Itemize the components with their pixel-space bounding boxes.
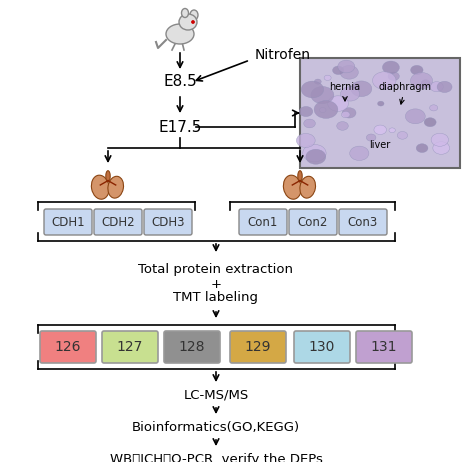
Text: Con2: Con2	[298, 215, 328, 229]
FancyBboxPatch shape	[44, 209, 92, 235]
FancyBboxPatch shape	[94, 209, 142, 235]
Ellipse shape	[424, 118, 436, 127]
Text: hernia: hernia	[329, 82, 361, 101]
FancyBboxPatch shape	[294, 331, 350, 363]
FancyBboxPatch shape	[102, 331, 158, 363]
FancyBboxPatch shape	[289, 209, 337, 235]
Ellipse shape	[306, 149, 326, 164]
Ellipse shape	[166, 24, 194, 44]
Ellipse shape	[304, 119, 315, 128]
Text: WB、ICH、Q-PCR  verify the DEPs: WB、ICH、Q-PCR verify the DEPs	[109, 452, 322, 462]
Text: Con3: Con3	[348, 215, 378, 229]
Text: Total protein extraction: Total protein extraction	[138, 262, 293, 275]
Ellipse shape	[296, 134, 315, 147]
Ellipse shape	[91, 175, 109, 199]
Ellipse shape	[314, 101, 338, 118]
Ellipse shape	[389, 128, 395, 133]
Ellipse shape	[108, 176, 124, 198]
Text: Con1: Con1	[248, 215, 278, 229]
Ellipse shape	[433, 142, 450, 154]
Ellipse shape	[311, 86, 334, 103]
Ellipse shape	[106, 170, 110, 182]
Ellipse shape	[378, 101, 384, 106]
Ellipse shape	[338, 60, 355, 73]
Text: Bioinformatics(GO,KEGG): Bioinformatics(GO,KEGG)	[132, 420, 300, 433]
Text: E17.5: E17.5	[158, 120, 202, 134]
Text: 130: 130	[309, 340, 335, 354]
Ellipse shape	[319, 108, 326, 113]
Text: Nitrofen: Nitrofen	[255, 48, 311, 62]
Ellipse shape	[373, 72, 396, 89]
Text: CDH2: CDH2	[101, 215, 135, 229]
Ellipse shape	[437, 81, 452, 92]
FancyBboxPatch shape	[339, 209, 387, 235]
Ellipse shape	[299, 106, 313, 116]
Ellipse shape	[388, 72, 400, 80]
Text: liver: liver	[369, 140, 391, 150]
Ellipse shape	[429, 105, 438, 111]
Ellipse shape	[351, 81, 372, 97]
Ellipse shape	[341, 111, 350, 118]
Ellipse shape	[430, 82, 443, 91]
Ellipse shape	[397, 132, 408, 139]
Ellipse shape	[324, 75, 331, 80]
Ellipse shape	[405, 109, 425, 124]
FancyBboxPatch shape	[164, 331, 220, 363]
Ellipse shape	[421, 79, 430, 87]
Ellipse shape	[333, 66, 344, 74]
Text: 127: 127	[117, 340, 143, 354]
Ellipse shape	[416, 144, 428, 152]
Ellipse shape	[314, 79, 321, 84]
Ellipse shape	[410, 73, 433, 89]
Text: 126: 126	[55, 340, 81, 354]
FancyBboxPatch shape	[239, 209, 287, 235]
Text: 128: 128	[179, 340, 205, 354]
FancyBboxPatch shape	[144, 209, 192, 235]
Ellipse shape	[328, 96, 348, 111]
Ellipse shape	[374, 125, 386, 134]
Ellipse shape	[340, 87, 360, 101]
FancyBboxPatch shape	[230, 331, 286, 363]
Text: CDH3: CDH3	[151, 215, 185, 229]
Ellipse shape	[300, 176, 316, 198]
Ellipse shape	[303, 145, 326, 162]
Ellipse shape	[410, 65, 423, 75]
Text: 129: 129	[245, 340, 271, 354]
FancyBboxPatch shape	[40, 331, 96, 363]
Text: LC-MS/MS: LC-MS/MS	[183, 389, 249, 401]
Bar	[300, 58, 460, 168]
FancyBboxPatch shape	[356, 331, 412, 363]
Text: TMT labeling: TMT labeling	[173, 292, 258, 304]
Ellipse shape	[337, 122, 348, 130]
Ellipse shape	[366, 134, 376, 141]
Ellipse shape	[383, 61, 400, 74]
Text: diaphragm: diaphragm	[379, 82, 431, 104]
Text: +: +	[210, 278, 221, 291]
Ellipse shape	[301, 81, 324, 98]
Ellipse shape	[182, 8, 189, 18]
Ellipse shape	[283, 175, 301, 199]
Ellipse shape	[431, 133, 448, 146]
Text: 131: 131	[371, 340, 397, 354]
Text: E8.5: E8.5	[163, 74, 197, 90]
Ellipse shape	[340, 66, 358, 79]
Text: CDH1: CDH1	[51, 215, 85, 229]
Ellipse shape	[298, 170, 302, 182]
Ellipse shape	[179, 14, 197, 30]
Ellipse shape	[350, 146, 369, 160]
Ellipse shape	[342, 108, 356, 118]
Ellipse shape	[190, 10, 198, 20]
Ellipse shape	[191, 20, 194, 24]
